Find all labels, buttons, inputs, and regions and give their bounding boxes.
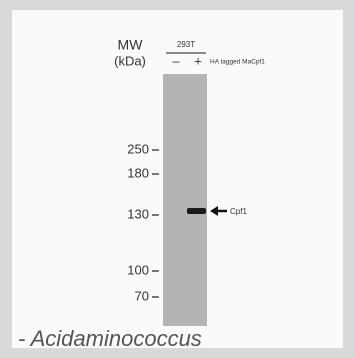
lane-minus: – <box>172 53 180 68</box>
mw-label: MW <box>118 37 144 53</box>
blot-figure: MW (kDa) 293T – + HA tagged MaCpf1 Cpf1 … <box>0 0 355 358</box>
gel-lane <box>163 74 207 326</box>
marker-label: 250 <box>127 141 149 156</box>
caption: - Acidaminococcus <box>18 326 202 351</box>
band <box>187 208 206 214</box>
page: MW (kDa) 293T – + HA tagged MaCpf1 Cpf1 … <box>0 0 355 358</box>
construct: HA tagged MaCpf1 <box>210 59 265 66</box>
band-label: Cpf1 <box>230 207 247 216</box>
lane-plus: + <box>194 53 202 68</box>
cell-line: 293T <box>177 40 195 49</box>
unit-label: (kDa) <box>114 53 146 68</box>
marker-label: 130 <box>127 206 149 221</box>
marker-label: 180 <box>127 165 149 180</box>
marker-label: 100 <box>127 262 149 277</box>
marker-label: 70 <box>135 288 149 303</box>
